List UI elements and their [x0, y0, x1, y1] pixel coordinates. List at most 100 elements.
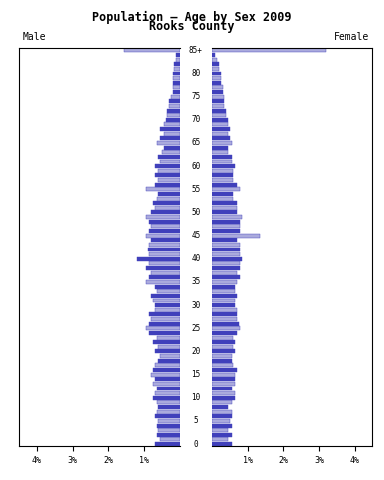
- Bar: [212, 67, 219, 71]
- Bar: [212, 81, 221, 84]
- Bar: [212, 363, 233, 367]
- Text: 75: 75: [191, 92, 200, 101]
- Bar: [160, 159, 180, 164]
- Bar: [212, 234, 260, 238]
- Bar: [212, 266, 240, 270]
- Bar: [212, 285, 235, 288]
- Bar: [212, 271, 237, 275]
- Bar: [155, 206, 180, 210]
- Bar: [151, 238, 180, 242]
- Bar: [212, 257, 242, 261]
- Bar: [153, 299, 180, 302]
- Bar: [171, 95, 180, 98]
- Bar: [212, 53, 215, 57]
- Bar: [157, 410, 180, 414]
- Bar: [212, 164, 235, 168]
- Bar: [137, 257, 180, 261]
- Bar: [212, 48, 326, 52]
- Bar: [149, 276, 180, 279]
- Bar: [153, 382, 180, 386]
- Bar: [212, 122, 228, 126]
- Bar: [212, 155, 232, 159]
- Bar: [157, 336, 180, 339]
- Bar: [148, 248, 180, 252]
- Bar: [146, 215, 180, 219]
- Bar: [212, 340, 235, 344]
- Bar: [212, 317, 237, 321]
- Text: 20: 20: [191, 347, 200, 356]
- Bar: [158, 419, 180, 423]
- Bar: [153, 396, 180, 400]
- Bar: [146, 280, 180, 284]
- Bar: [164, 132, 180, 136]
- Bar: [146, 266, 180, 270]
- Bar: [173, 90, 180, 94]
- Bar: [157, 141, 180, 145]
- Bar: [153, 340, 180, 344]
- Bar: [169, 104, 180, 108]
- Bar: [212, 391, 235, 395]
- Text: 80: 80: [191, 69, 200, 78]
- Bar: [212, 108, 226, 112]
- Bar: [149, 322, 180, 325]
- Bar: [212, 442, 232, 446]
- Bar: [149, 229, 180, 233]
- Bar: [212, 410, 232, 414]
- Bar: [153, 201, 180, 205]
- Bar: [155, 442, 180, 446]
- Bar: [212, 76, 221, 80]
- Bar: [212, 113, 226, 117]
- Bar: [157, 433, 180, 437]
- Bar: [158, 169, 180, 173]
- Bar: [151, 224, 180, 228]
- Text: 40: 40: [191, 254, 200, 264]
- Bar: [160, 437, 180, 442]
- Bar: [212, 322, 239, 325]
- Bar: [212, 95, 224, 98]
- Bar: [155, 173, 180, 178]
- Bar: [212, 294, 237, 298]
- Text: 70: 70: [191, 115, 200, 124]
- Bar: [212, 192, 233, 196]
- Bar: [212, 312, 237, 316]
- Bar: [166, 118, 180, 122]
- Text: 5: 5: [194, 417, 198, 425]
- Bar: [212, 382, 235, 386]
- Bar: [155, 363, 180, 367]
- Bar: [173, 81, 180, 84]
- Bar: [155, 164, 180, 168]
- Bar: [212, 428, 228, 432]
- Text: 25: 25: [191, 324, 200, 333]
- Bar: [162, 150, 180, 154]
- Bar: [212, 197, 233, 201]
- Bar: [212, 187, 240, 191]
- Bar: [149, 262, 180, 265]
- Bar: [157, 289, 180, 293]
- Bar: [174, 62, 180, 66]
- Bar: [158, 359, 180, 363]
- Bar: [149, 312, 180, 316]
- Bar: [212, 386, 232, 390]
- Bar: [160, 136, 180, 140]
- Bar: [212, 280, 237, 284]
- Bar: [149, 331, 180, 335]
- Bar: [157, 386, 180, 390]
- Bar: [212, 336, 233, 339]
- Bar: [155, 414, 180, 418]
- Text: 45: 45: [191, 231, 200, 240]
- Bar: [212, 206, 237, 210]
- Bar: [160, 354, 180, 358]
- Text: Rooks County: Rooks County: [149, 20, 235, 33]
- Bar: [212, 229, 240, 233]
- Bar: [153, 368, 180, 372]
- Bar: [212, 132, 228, 136]
- Bar: [155, 303, 180, 307]
- Text: 10: 10: [191, 393, 200, 402]
- Bar: [212, 354, 232, 358]
- Bar: [212, 368, 237, 372]
- Bar: [212, 345, 233, 349]
- Bar: [157, 423, 180, 428]
- Bar: [173, 72, 180, 75]
- Bar: [212, 169, 233, 173]
- Bar: [155, 391, 180, 395]
